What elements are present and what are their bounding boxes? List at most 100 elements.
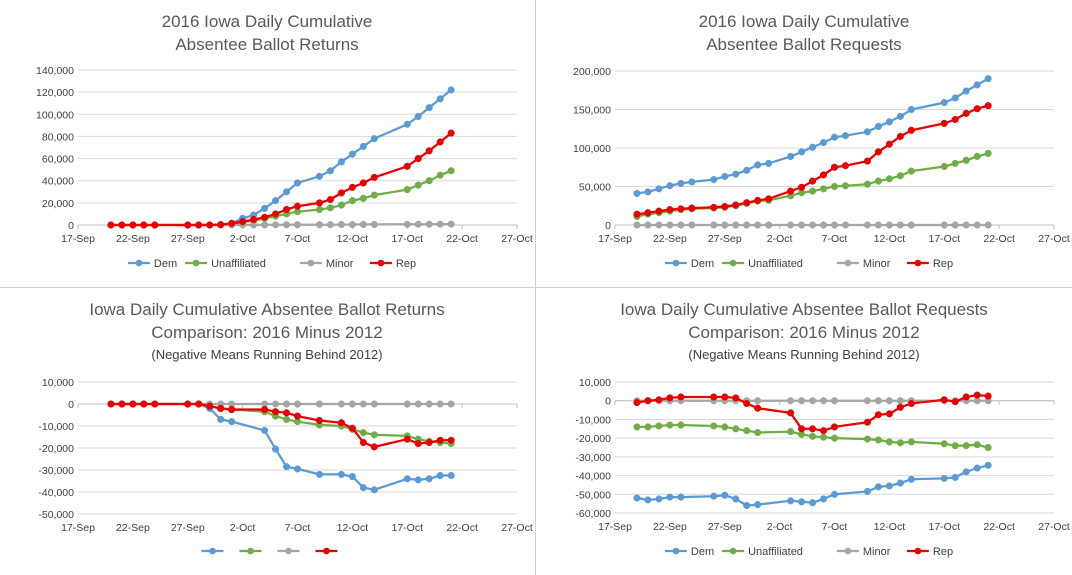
- x-tick-label: 17-Oct: [928, 233, 960, 245]
- chart-title-line-1: 2016 Iowa Daily Cumulative: [699, 12, 910, 31]
- chart-subtitle: (Negative Means Running Behind 2012): [688, 347, 919, 362]
- point-rep: [732, 394, 740, 402]
- point-minor: [370, 400, 378, 408]
- point-unaffiliated: [337, 201, 345, 209]
- point-dem: [633, 189, 641, 197]
- point-rep: [863, 157, 871, 165]
- point-rep: [688, 204, 696, 212]
- y-tick-label: -20,000: [575, 433, 611, 445]
- point-rep: [841, 162, 850, 170]
- point-unaffiliated: [863, 180, 871, 188]
- point-minor: [874, 221, 882, 229]
- point-rep: [140, 221, 148, 229]
- point-minor: [272, 400, 280, 408]
- point-rep: [348, 424, 356, 432]
- x-tick-label: 12-Oct: [874, 521, 906, 533]
- point-minor: [272, 221, 280, 229]
- point-unaffiliated: [885, 438, 893, 446]
- point-rep: [765, 195, 773, 203]
- point-rep: [677, 205, 685, 213]
- point-rep: [874, 148, 882, 156]
- point-minor: [436, 220, 444, 228]
- point-minor: [830, 221, 839, 229]
- point-unaffiliated: [896, 172, 904, 180]
- y-tick-label: 60,000: [42, 154, 74, 166]
- point-minor: [633, 221, 641, 229]
- point-minor: [447, 400, 455, 408]
- point-dem: [798, 498, 806, 506]
- point-rep: [830, 423, 839, 431]
- legend-label-rep: Rep: [396, 258, 416, 270]
- point-unaffiliated: [633, 423, 641, 431]
- point-dem: [425, 475, 433, 483]
- point-dem: [315, 470, 324, 478]
- returns-2016-chart: 2016 Iowa Daily Cumulative Absentee Ball…: [36, 12, 533, 270]
- point-unaffiliated: [425, 177, 433, 185]
- point-rep: [962, 393, 970, 401]
- point-dem: [272, 197, 280, 205]
- x-tick-label: 22-Sep: [653, 233, 687, 245]
- plot-area: 0 50,000 100,000 150,000 200,000 17-Sep 22-Sep…: [573, 66, 1070, 245]
- point-unaffiliated: [787, 428, 795, 436]
- point-unaffiliated: [370, 431, 378, 439]
- point-unaffiliated: [414, 181, 422, 189]
- legend: Dem Unaffiliated Minor Rep: [664, 258, 953, 270]
- point-rep: [272, 408, 280, 416]
- point-rep: [337, 419, 345, 427]
- point-dem: [984, 461, 992, 469]
- point-unaffiliated: [874, 436, 882, 444]
- legend-label-rep: Rep: [933, 546, 953, 558]
- point-dem: [809, 143, 817, 151]
- x-tick-label: 27-Sep: [171, 233, 205, 245]
- point-rep: [907, 399, 915, 408]
- point-rep: [239, 218, 247, 226]
- point-minor: [798, 221, 806, 229]
- point-rep: [217, 404, 225, 412]
- y-tick-label: 10,000: [42, 377, 74, 389]
- chart-title-line-1: Iowa Daily Cumulative Absentee Ballot Re…: [620, 300, 988, 319]
- point-minor: [819, 397, 828, 405]
- point-rep: [940, 396, 948, 404]
- point-unaffiliated: [710, 422, 718, 430]
- point-dem: [370, 135, 378, 143]
- point-rep: [830, 163, 839, 171]
- legend-marker-minor: [844, 547, 852, 555]
- y-tick-label: 100,000: [573, 143, 611, 155]
- point-unaffiliated: [403, 186, 411, 194]
- point-rep: [798, 183, 806, 191]
- point-rep: [129, 400, 137, 408]
- requests-2016-chart: 2016 Iowa Daily Cumulative Absentee Ball…: [573, 12, 1070, 270]
- point-rep: [315, 199, 324, 207]
- y-tick-label: -30,000: [38, 465, 74, 477]
- legend-marker-minor: [307, 259, 315, 267]
- point-unaffiliated: [951, 442, 959, 450]
- point-rep: [403, 435, 411, 443]
- point-minor: [282, 221, 291, 229]
- point-rep: [655, 396, 663, 404]
- point-rep: [272, 210, 280, 218]
- point-minor: [787, 221, 795, 229]
- point-rep: [819, 427, 828, 435]
- x-tick-label: 2-Oct: [767, 233, 793, 245]
- point-unaffiliated: [973, 152, 981, 161]
- point-rep: [206, 402, 214, 410]
- point-rep: [710, 203, 718, 211]
- point-minor: [809, 397, 817, 405]
- point-rep: [436, 436, 444, 444]
- point-rep: [348, 183, 356, 191]
- point-rep: [644, 209, 652, 217]
- point-dem: [765, 159, 773, 167]
- legend: Dem Unaffiliated Minor Rep: [664, 546, 953, 558]
- x-tick-label: 17-Oct: [391, 233, 423, 245]
- point-minor: [688, 221, 696, 229]
- point-dem: [436, 95, 444, 103]
- point-rep: [359, 179, 367, 187]
- y-tick-label: 80,000: [42, 131, 74, 143]
- point-unaffiliated: [819, 185, 828, 193]
- point-rep: [151, 400, 159, 408]
- point-minor: [370, 220, 378, 228]
- legend-label-unaffiliated: Unaffiliated: [748, 258, 803, 270]
- point-minor: [885, 221, 893, 229]
- point-unaffiliated: [743, 427, 751, 435]
- point-minor: [743, 221, 751, 229]
